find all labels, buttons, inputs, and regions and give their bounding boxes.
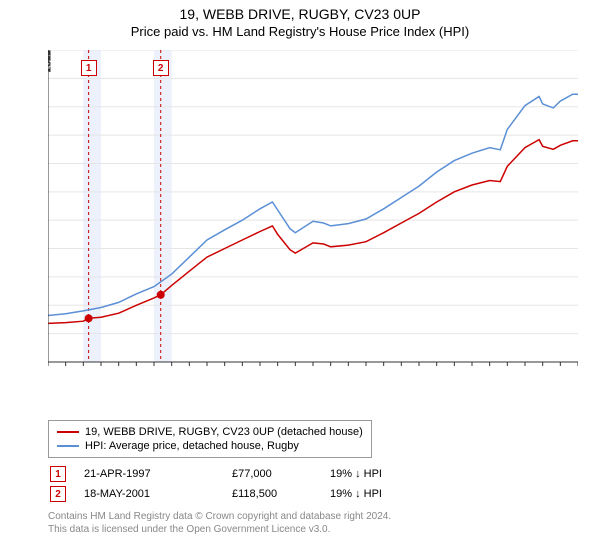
sale-marker-box: 2 [50,486,66,502]
page-title: 19, WEBB DRIVE, RUGBY, CV23 0UP [0,0,600,22]
svg-text:2025: 2025 [48,50,54,72]
sale-marker-2: 2 [153,60,169,76]
sale-date: 21-APR-1997 [84,468,214,480]
legend-row-1: 19, WEBB DRIVE, RUGBY, CV23 0UP (detache… [57,425,363,439]
page-container: 19, WEBB DRIVE, RUGBY, CV23 0UP Price pa… [0,0,600,560]
sale-hpi: 19% ↓ HPI [330,488,410,500]
sale-marker-1: 1 [81,60,97,76]
legend-label-2: HPI: Average price, detached house, Rugb… [85,440,299,452]
footnote: Contains HM Land Registry data © Crown c… [48,504,578,536]
sale-date: 18-MAY-2001 [84,488,214,500]
sale-row: 1 21-APR-1997 £77,000 19% ↓ HPI [48,464,578,484]
sales-table: 1 21-APR-1997 £77,000 19% ↓ HPI 2 18-MAY-2001… [48,464,578,504]
sale-price: £118,500 [232,488,312,500]
legend-row-2: HPI: Average price, detached house, Rugb… [57,439,363,453]
footnote-line-2: This data is licensed under the Open Gov… [48,523,578,536]
legend-swatch-1 [57,431,79,433]
footnote-line-1: Contains HM Land Registry data © Crown c… [48,510,578,523]
legend-swatch-2 [57,445,79,447]
sale-hpi: 19% ↓ HPI [330,468,410,480]
sale-marker-box: 1 [50,466,66,482]
sale-price: £77,000 [232,468,312,480]
page-subtitle: Price paid vs. HM Land Registry's House … [0,22,600,45]
legend-label-1: 19, WEBB DRIVE, RUGBY, CV23 0UP (detache… [85,426,363,438]
sale-row: 2 18-MAY-2001 £118,500 19% ↓ HPI [48,484,578,504]
legend: 19, WEBB DRIVE, RUGBY, CV23 0UP (detache… [48,420,372,458]
bottom-section: 19, WEBB DRIVE, RUGBY, CV23 0UP (detache… [48,420,578,536]
chart-area: £0£50K£100K£150K£200K£250K£300K£350K£400… [48,50,578,390]
price-chart: £0£50K£100K£150K£200K£250K£300K£350K£400… [48,50,578,390]
